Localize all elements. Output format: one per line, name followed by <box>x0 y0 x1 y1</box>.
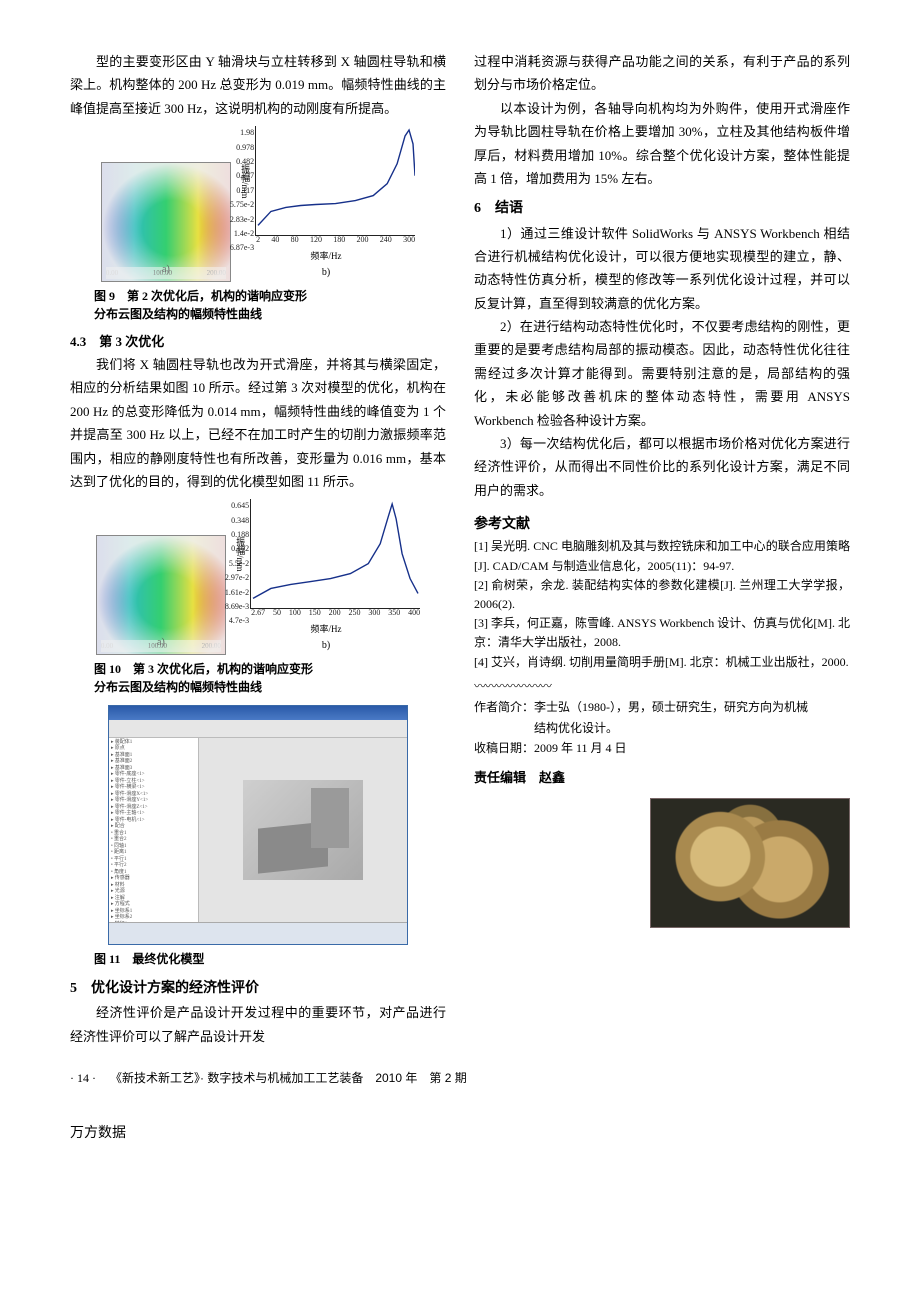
two-column-layout: 型的主要变形区由 Y 轴滑块与立柱转移到 X 轴圆柱导轨和横梁上。机构整体的 2… <box>70 50 850 1048</box>
fig10-chart: 0.645 0.348 0.188 0.102 5.5e-2 2.97e-2 1… <box>250 499 420 609</box>
fig10-line-path <box>253 504 418 598</box>
fig11-toolbar <box>109 720 407 738</box>
right-para-4: 2）在进行结构动态特性优化时，不仅要考虑结构的刚性，更重要的是要考虑结构局部的振… <box>474 315 850 432</box>
author-bio-l2: 结构优化设计。 <box>474 718 850 738</box>
fig11-feature-tree: ▸ 装配体1 ▸ 原点 ▸ 基准面1 ▸ 基准面2 ▸ 基准面3 ▸ 零件-底座… <box>109 738 199 922</box>
reference-4: [4] 艾兴，肖诗纲. 切削用量简明手册[M]. 北京：机械工业出版社，2000… <box>474 653 850 672</box>
fig11-caption: 图 11 最终优化模型 <box>70 949 446 971</box>
subsection-4-3-head: 4.3 第 3 次优化 <box>70 330 446 353</box>
left-para-2: 我们将 X 轴圆柱导轨也改为开式滑座，并将其与横梁固定，相应的分析结果如图 10… <box>70 353 446 493</box>
figure-10: 0.00 100.00 200.00 a) 振幅/mm 0.645 0.348 … <box>70 499 446 655</box>
fig10-chart-wrap: 振幅/mm 0.645 0.348 0.188 0.102 5.5e-2 2.9… <box>232 499 420 655</box>
left-column: 型的主要变形区由 Y 轴滑块与立柱转移到 X 轴圆柱导轨和横梁上。机构整体的 2… <box>70 50 446 1048</box>
figure-9: 0.00 100.00 200.00 a) 振幅/mm 1.98 0.978 0… <box>70 126 446 282</box>
fig11-statusbar <box>109 922 407 944</box>
journal-info: 《新技术新工艺》· 数字技术与机械加工工艺装备 2010 年 第 2 期 <box>110 1068 467 1090</box>
fig10-cloud-xscale: 0.00 100.00 200.00 <box>101 640 221 653</box>
fig9-yticks: 1.98 0.978 0.482 0.237 0.117 5.75e-2 2.8… <box>210 126 254 235</box>
reference-2: [2] 俞树荣，余龙. 装配结构实体的参数化建模[J]. 兰州理工大学学报，20… <box>474 576 850 614</box>
left-para-1: 型的主要变形区由 Y 轴滑块与立柱转移到 X 轴圆柱导轨和横梁上。机构整体的 2… <box>70 50 446 120</box>
right-para-1: 过程中消耗资源与获得产品功能之间的关系，有利于产品的系列划分与市场价格定位。 <box>474 50 850 97</box>
fig11-titlebar <box>109 706 407 720</box>
received-date: 收稿日期：2009 年 11 月 4 日 <box>474 738 850 758</box>
fig9-chart: 1.98 0.978 0.482 0.237 0.117 5.75e-2 2.8… <box>255 126 415 236</box>
fig10-sub-a: a) <box>157 634 165 652</box>
fig9-line-svg <box>256 126 415 235</box>
fig11-machine-model <box>243 780 363 880</box>
right-para-5: 3）每一次结构优化后，都可以根据市场价格对优化方案进行经济性评价，从而得出不同性… <box>474 432 850 502</box>
fig9-sub-a: a) <box>162 261 170 279</box>
section-6-head: 6 结语 <box>474 196 850 221</box>
author-bio-l1: 作者简介：李士弘（1980-），男，硕士研究生，研究方向为机械 <box>474 697 850 717</box>
reference-3: [3] 李兵，何正嘉，陈雪峰. ANSYS Workbench 设计、仿真与优化… <box>474 614 850 652</box>
fig10-caption-l2: 分布云图及结构的幅频特性曲线 <box>70 677 446 699</box>
wave-divider: 〰〰〰〰〰〰〰 <box>474 676 850 698</box>
fig10-line-svg <box>251 499 420 608</box>
fig9-caption-l2: 分布云图及结构的幅频特性曲线 <box>70 304 446 326</box>
fig9-sub-b: b) <box>237 264 415 282</box>
fig9-xlabel: 频率/Hz <box>237 248 415 264</box>
responsible-editor: 责任编辑 赵鑫 <box>474 766 850 789</box>
fig9-line-path <box>258 130 415 225</box>
gear-decorative-photo <box>650 798 850 928</box>
page-number: · 14 · <box>70 1068 96 1090</box>
fig9-chart-wrap: 振幅/mm 1.98 0.978 0.482 0.237 0.117 5.75e… <box>237 126 415 282</box>
wanfang-watermark: 万方数据 <box>70 1120 850 1145</box>
left-para-3: 经济性评价是产品设计开发过程中的重要环节，对产品进行经济性评价可以了解产品设计开… <box>70 1001 446 1048</box>
fig9-cloud-xscale: 0.00 100.00 200.00 <box>106 267 226 280</box>
right-para-2: 以本设计为例，各轴导向机构均为外购件，使用开式滑座作为导轨比圆柱导轨在价格上要增… <box>474 97 850 191</box>
page-footer: · 14 · 《新技术新工艺》· 数字技术与机械加工工艺装备 2010 年 第 … <box>70 1068 850 1090</box>
fig10-xlabel: 频率/Hz <box>232 621 420 637</box>
right-column: 过程中消耗资源与获得产品功能之间的关系，有利于产品的系列划分与市场价格定位。 以… <box>474 50 850 1048</box>
fig10-yticks: 0.645 0.348 0.188 0.102 5.5e-2 2.97e-2 1… <box>205 499 249 608</box>
section-5-head: 5 优化设计方案的经济性评价 <box>70 976 446 1001</box>
references-head: 参考文献 <box>474 512 850 537</box>
fig10-sub-b: b) <box>232 637 420 655</box>
fig11-screenshot: ▸ 装配体1 ▸ 原点 ▸ 基准面1 ▸ 基准面2 ▸ 基准面3 ▸ 零件-底座… <box>108 705 408 945</box>
right-para-3: 1）通过三维设计软件 SolidWorks 与 ANSYS Workbench … <box>474 222 850 316</box>
fig11-3d-view <box>199 738 407 922</box>
reference-1: [1] 吴光明. CNC 电脑雕刻机及其与数控铣床和加工中心的联合应用策略[J]… <box>474 537 850 575</box>
